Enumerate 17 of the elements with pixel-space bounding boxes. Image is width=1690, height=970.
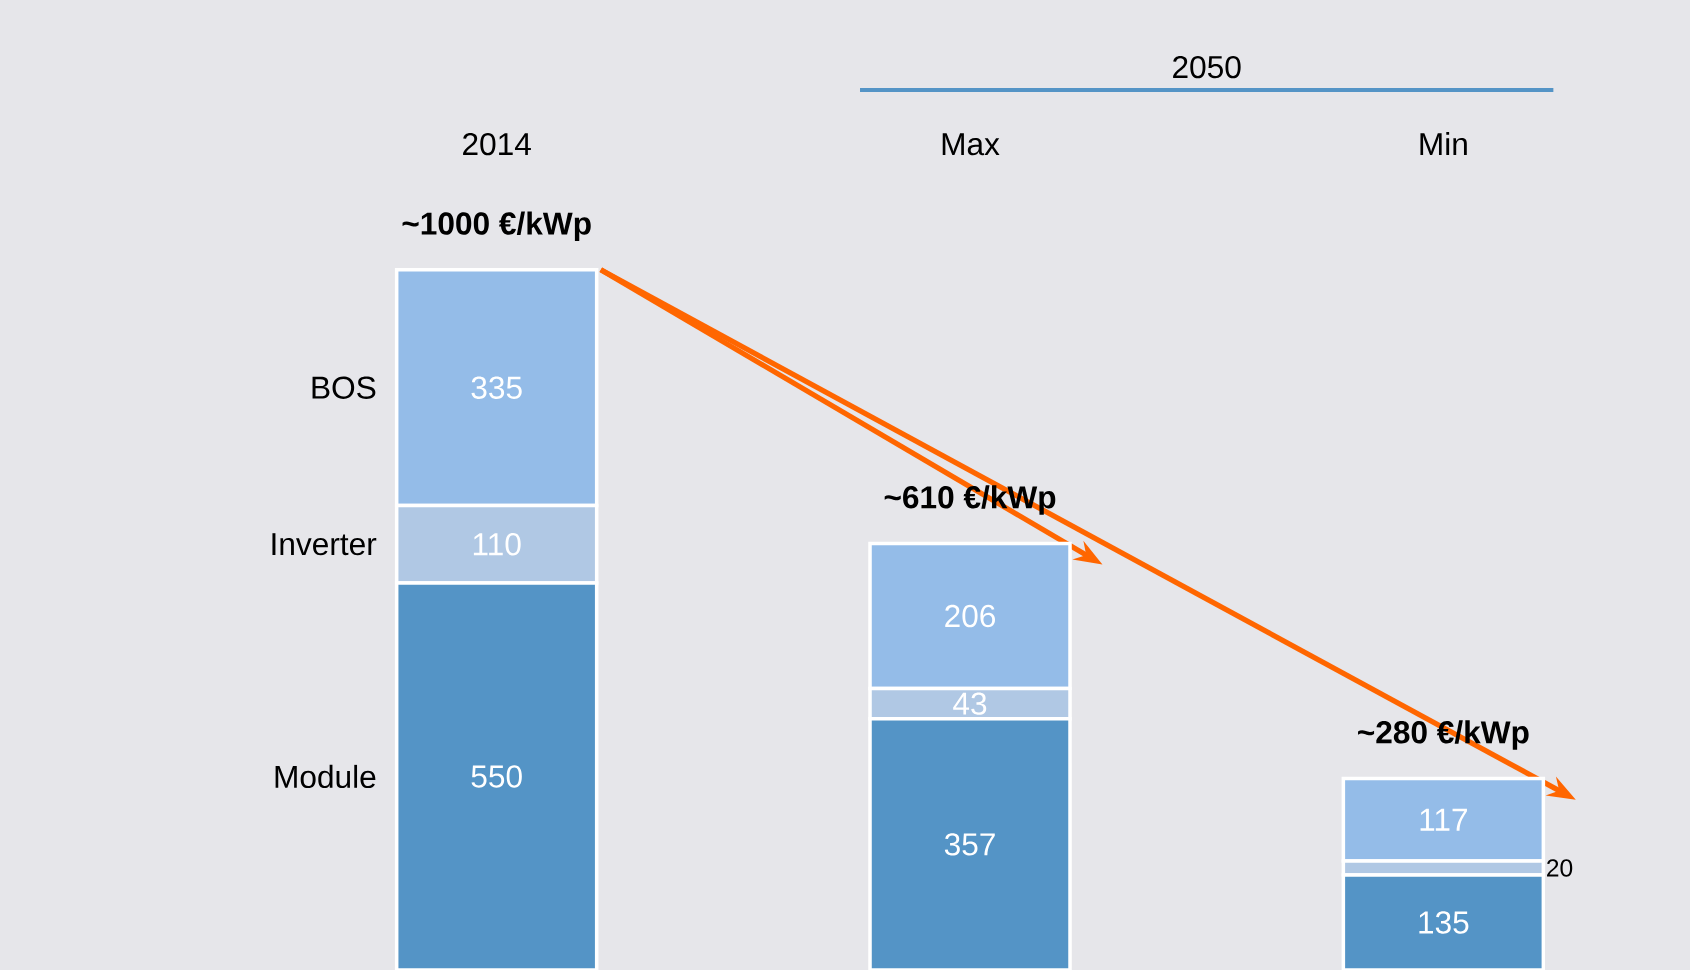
series-label: Inverter [272, 533, 377, 556]
x-tick-label: Min [1420, 132, 1467, 155]
data-label: 206 [945, 604, 996, 628]
series-label: BOS [312, 376, 376, 399]
data-label: 335 [471, 376, 522, 399]
data-label: 550 [471, 765, 522, 788]
data-label: 43 [953, 692, 987, 715]
x-tick-label: 2014 [463, 132, 531, 156]
data-label: 135 [1419, 911, 1469, 934]
data-label: 117 [1420, 808, 1467, 831]
x-tick-label: Max [942, 133, 1000, 156]
annotation: ~1000 €/kWp [402, 211, 591, 241]
data-label: 110 [473, 533, 521, 556]
text: 2050 [1173, 55, 1241, 79]
data-label: 357 [944, 833, 995, 856]
data-label: 20 [1547, 859, 1573, 877]
series-label: Module [275, 764, 376, 789]
